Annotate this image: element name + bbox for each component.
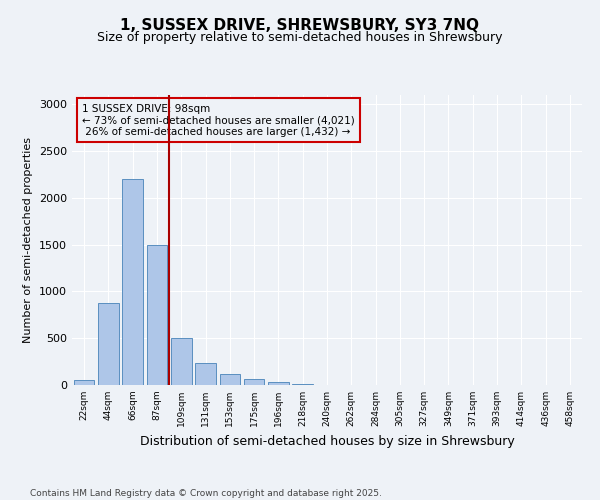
Bar bbox=[268, 382, 289, 385]
Bar bbox=[292, 384, 313, 385]
Text: 1, SUSSEX DRIVE, SHREWSBURY, SY3 7NQ: 1, SUSSEX DRIVE, SHREWSBURY, SY3 7NQ bbox=[121, 18, 479, 32]
Text: 1 SUSSEX DRIVE: 98sqm
← 73% of semi-detached houses are smaller (4,021)
 26% of : 1 SUSSEX DRIVE: 98sqm ← 73% of semi-deta… bbox=[82, 104, 355, 137]
Text: Size of property relative to semi-detached houses in Shrewsbury: Size of property relative to semi-detach… bbox=[97, 31, 503, 44]
Bar bbox=[146, 244, 167, 385]
Bar bbox=[220, 374, 240, 385]
Bar bbox=[195, 362, 216, 385]
X-axis label: Distribution of semi-detached houses by size in Shrewsbury: Distribution of semi-detached houses by … bbox=[140, 434, 514, 448]
Text: Contains HM Land Registry data © Crown copyright and database right 2025.: Contains HM Land Registry data © Crown c… bbox=[30, 488, 382, 498]
Bar bbox=[244, 380, 265, 385]
Bar bbox=[171, 338, 191, 385]
Bar bbox=[98, 303, 119, 385]
Y-axis label: Number of semi-detached properties: Number of semi-detached properties bbox=[23, 137, 34, 343]
Bar bbox=[122, 179, 143, 385]
Bar bbox=[74, 380, 94, 385]
